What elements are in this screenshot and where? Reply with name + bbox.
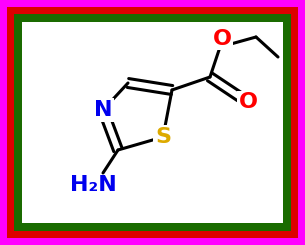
Text: O: O	[239, 92, 257, 112]
Text: S: S	[155, 127, 171, 147]
Bar	[22, 22, 283, 223]
Text: N: N	[94, 100, 112, 120]
Text: H₂N: H₂N	[70, 175, 117, 195]
Text: O: O	[213, 29, 231, 49]
Bar	[14, 14, 291, 231]
